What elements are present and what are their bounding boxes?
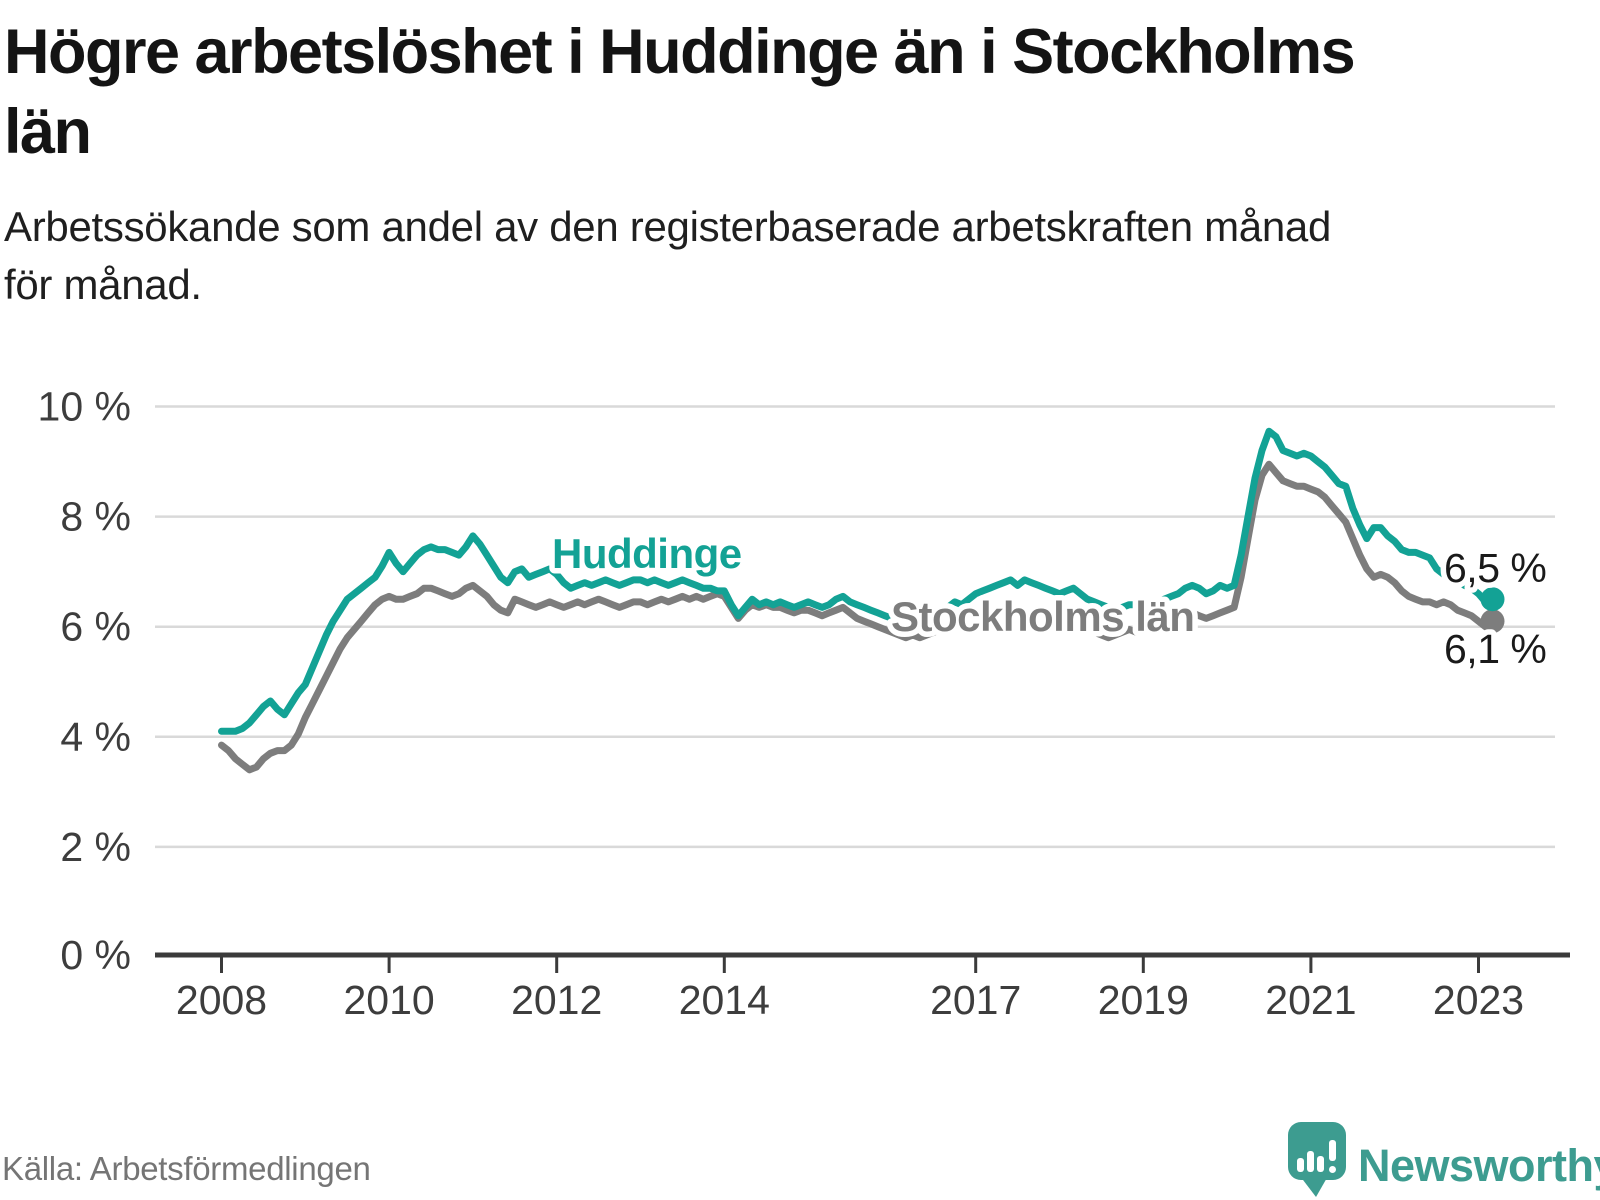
- y-axis-label: 4 %: [60, 714, 131, 760]
- series-line-huddinge: [218, 427, 1496, 735]
- series-label-huddinge: Huddinge: [552, 530, 742, 577]
- chart-subtitle-line1: Arbetssökande som andel av den registerb…: [4, 203, 1332, 250]
- y-axis-label: 2 %: [60, 824, 131, 870]
- series-label-stockholms-lan: Stockholms län: [891, 593, 1194, 640]
- chart-subtitle-line2: för månad.: [4, 261, 202, 308]
- y-axis-label: 6 %: [60, 604, 131, 650]
- x-axis-label: 2023: [1433, 977, 1524, 1023]
- x-axis-label: 2017: [930, 977, 1021, 1023]
- end-value-label-huddinge: 6,5 %: [1444, 545, 1546, 591]
- series-line-stockholms-lan: [218, 460, 1496, 774]
- page-title-line2: län: [4, 97, 92, 167]
- x-axis-label: 2012: [511, 977, 602, 1023]
- x-axis-label: 2008: [176, 977, 267, 1023]
- x-axis-label: 2014: [679, 977, 770, 1023]
- y-axis-label: 0 %: [60, 932, 131, 978]
- brand-name: Newsworthy: [1358, 1140, 1600, 1191]
- page-title-line1: Högre arbetslöshet i Huddinge än i Stock…: [4, 17, 1356, 87]
- x-axis-label: 2019: [1098, 977, 1189, 1023]
- x-axis-label: 2010: [343, 977, 434, 1023]
- chart-subtitle: Arbetssökande som andel av den registerb…: [4, 198, 1331, 314]
- newsworthy-speech-bubble-bar-chart-icon: [1288, 1122, 1346, 1197]
- end-dot-huddinge: [1480, 587, 1505, 612]
- end-dot-stockholms-lan: [1480, 609, 1505, 634]
- y-axis-label: 8 %: [60, 494, 131, 540]
- source-note: Källa: Arbetsförmedlingen: [2, 1150, 371, 1187]
- x-axis-label: 2021: [1265, 977, 1356, 1023]
- end-value-label-stockholms-lan: 6,1 %: [1444, 626, 1546, 672]
- y-axis-label: 10 %: [38, 384, 131, 430]
- page-title: Högre arbetslöshet i Huddinge än i Stock…: [4, 12, 1356, 172]
